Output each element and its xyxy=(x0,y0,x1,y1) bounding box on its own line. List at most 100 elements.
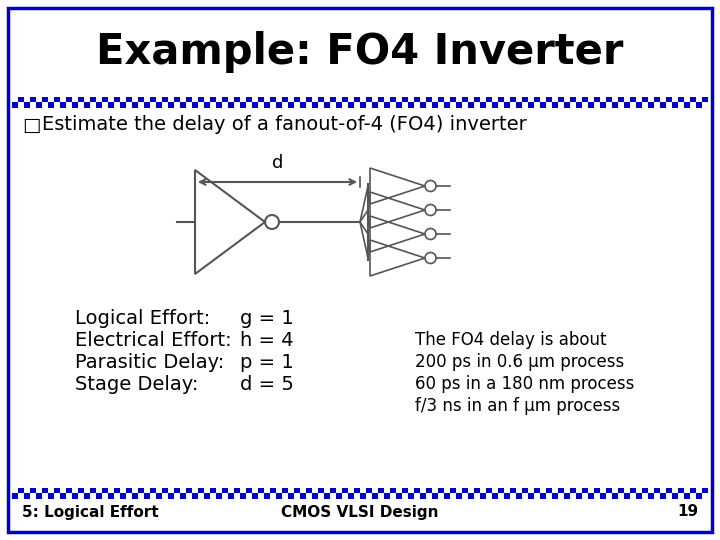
Bar xyxy=(198,97,204,102)
Bar xyxy=(54,97,60,102)
Text: h = 4: h = 4 xyxy=(240,330,294,349)
Bar xyxy=(234,488,240,493)
Bar xyxy=(54,488,60,493)
Bar xyxy=(678,97,684,102)
Bar xyxy=(624,102,630,108)
Bar xyxy=(642,97,648,102)
Bar xyxy=(300,102,306,108)
Bar xyxy=(342,488,348,493)
Bar xyxy=(480,493,486,499)
Bar xyxy=(36,493,42,499)
Bar xyxy=(66,488,72,493)
Bar xyxy=(492,102,498,108)
Bar xyxy=(684,102,690,108)
Bar xyxy=(660,493,666,499)
Bar xyxy=(630,488,636,493)
Bar xyxy=(222,97,228,102)
Bar xyxy=(306,488,312,493)
Bar xyxy=(294,97,300,102)
Bar xyxy=(186,488,192,493)
Bar xyxy=(336,102,342,108)
Bar xyxy=(696,102,702,108)
Bar xyxy=(630,97,636,102)
Bar xyxy=(654,488,660,493)
Bar xyxy=(654,97,660,102)
Bar xyxy=(666,488,672,493)
Bar xyxy=(312,493,318,499)
Bar xyxy=(132,102,138,108)
Bar xyxy=(450,97,456,102)
Bar xyxy=(534,97,540,102)
Bar xyxy=(78,97,84,102)
Bar xyxy=(522,97,528,102)
Bar xyxy=(618,488,624,493)
Bar xyxy=(402,488,408,493)
Bar xyxy=(318,97,324,102)
Bar xyxy=(288,493,294,499)
Bar xyxy=(36,102,42,108)
Bar xyxy=(354,488,360,493)
Bar xyxy=(366,488,372,493)
Bar xyxy=(276,102,282,108)
Bar xyxy=(546,488,552,493)
Bar xyxy=(516,493,522,499)
Text: Estimate the delay of a fanout-of-4 (FO4) inverter: Estimate the delay of a fanout-of-4 (FO4… xyxy=(42,116,527,134)
Bar xyxy=(162,488,168,493)
Bar xyxy=(600,493,606,499)
Bar xyxy=(102,488,108,493)
Bar xyxy=(90,488,96,493)
Text: 60 ps in a 180 nm process: 60 ps in a 180 nm process xyxy=(415,375,634,393)
Bar xyxy=(690,488,696,493)
Bar xyxy=(192,493,198,499)
Bar xyxy=(540,493,546,499)
Bar xyxy=(72,493,78,499)
Bar xyxy=(492,493,498,499)
Text: □: □ xyxy=(22,116,40,134)
Bar xyxy=(534,488,540,493)
Bar xyxy=(24,102,30,108)
Text: Electrical Effort:: Electrical Effort: xyxy=(75,330,232,349)
Bar xyxy=(306,97,312,102)
Bar xyxy=(288,102,294,108)
Bar xyxy=(678,488,684,493)
Bar xyxy=(510,97,516,102)
Bar xyxy=(504,102,510,108)
Bar xyxy=(252,102,258,108)
Bar xyxy=(414,97,420,102)
Bar xyxy=(282,488,288,493)
Bar xyxy=(84,102,90,108)
Bar xyxy=(258,488,264,493)
Bar xyxy=(522,488,528,493)
Bar xyxy=(258,97,264,102)
Bar xyxy=(210,97,216,102)
Bar xyxy=(228,493,234,499)
Bar xyxy=(408,493,414,499)
Bar xyxy=(378,97,384,102)
Bar xyxy=(684,493,690,499)
Bar xyxy=(516,102,522,108)
Bar xyxy=(594,488,600,493)
Bar xyxy=(552,102,558,108)
Bar xyxy=(66,97,72,102)
Bar xyxy=(348,493,354,499)
Bar xyxy=(576,493,582,499)
Bar xyxy=(186,97,192,102)
Bar xyxy=(552,493,558,499)
Text: 5: Logical Effort: 5: Logical Effort xyxy=(22,504,158,519)
Bar xyxy=(480,102,486,108)
Bar xyxy=(216,102,222,108)
Bar xyxy=(420,102,426,108)
Bar xyxy=(126,97,132,102)
Bar xyxy=(354,97,360,102)
Bar xyxy=(120,102,126,108)
Bar xyxy=(582,97,588,102)
Bar xyxy=(690,97,696,102)
Bar xyxy=(282,97,288,102)
Bar xyxy=(510,488,516,493)
Bar xyxy=(324,493,330,499)
Bar xyxy=(90,97,96,102)
Bar xyxy=(240,102,246,108)
Bar xyxy=(324,102,330,108)
Text: f/3 ns in an f μm process: f/3 ns in an f μm process xyxy=(415,397,620,415)
Bar xyxy=(372,493,378,499)
